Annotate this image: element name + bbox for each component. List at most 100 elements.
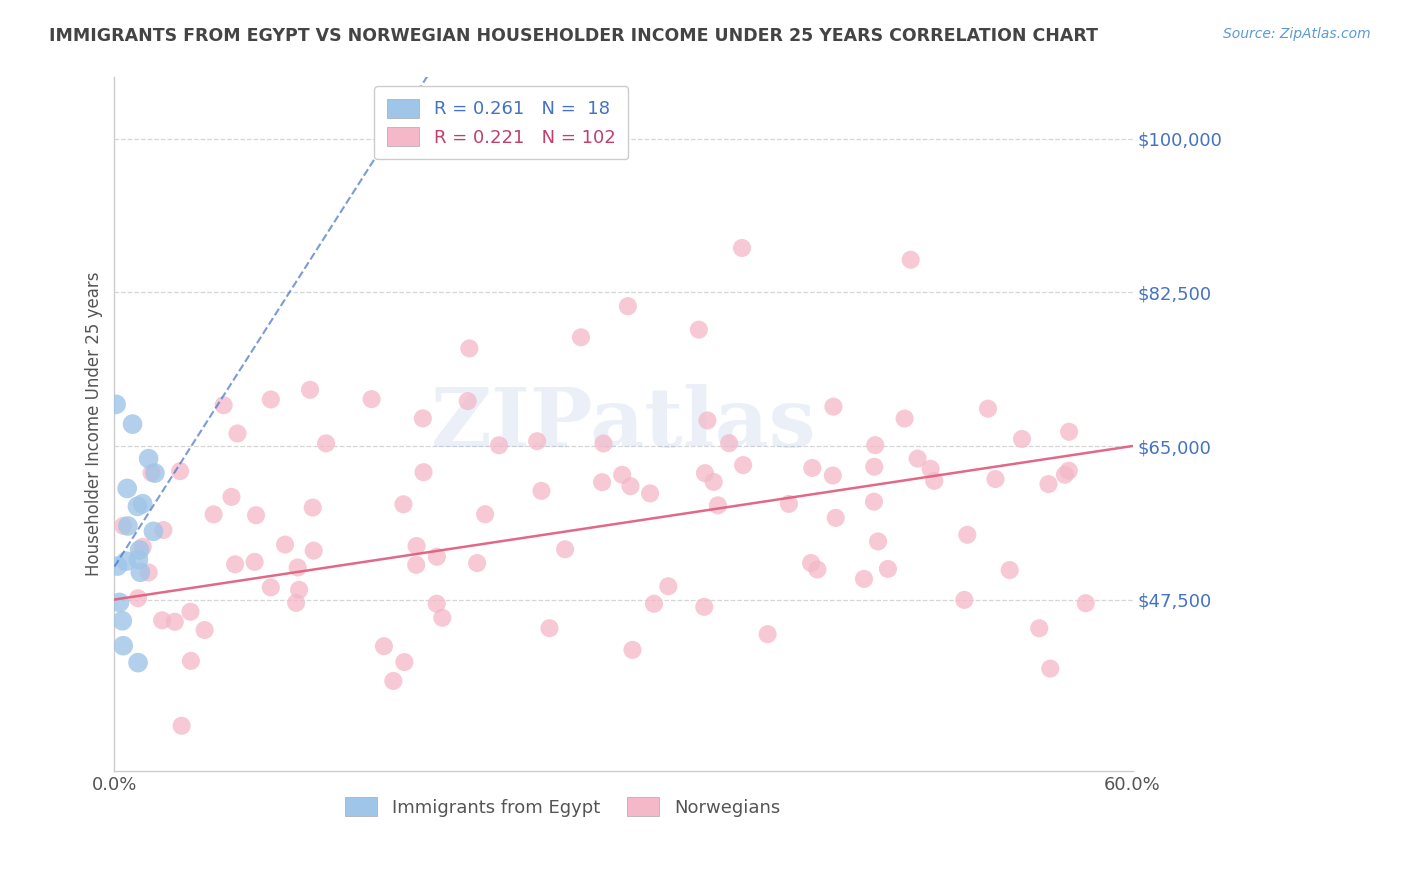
Point (202, 508, 225, 522)
Point (554, 542, 576, 557)
Point (922, 474, 945, 488)
Point (245, 508, 267, 523)
Point (778, 497, 800, 511)
Point (474, 508, 496, 522)
Point (392, 497, 415, 511)
Point (138, 566, 160, 580)
Point (127, 591, 149, 606)
Point (432, 611, 454, 625)
Point (382, 673, 405, 688)
Point (1057, 425, 1080, 439)
Point (117, 519, 139, 533)
Point (592, 436, 614, 450)
Point (394, 655, 416, 669)
Point (412, 411, 434, 425)
Point (194, 623, 217, 637)
Point (129, 566, 152, 580)
Point (315, 436, 337, 450)
Point (998, 563, 1021, 577)
Point (824, 511, 846, 525)
Point (731, 241, 754, 255)
Point (260, 392, 283, 407)
Point (127, 656, 149, 670)
Text: Source: ZipAtlas.com: Source: ZipAtlas.com (1223, 27, 1371, 41)
Point (863, 459, 886, 474)
Point (405, 558, 427, 572)
Point (538, 621, 561, 635)
Point (907, 451, 929, 466)
Point (301, 500, 323, 515)
Point (299, 383, 322, 397)
Point (128, 543, 150, 558)
Point (287, 560, 309, 574)
Point (112, 639, 135, 653)
Point (718, 436, 741, 450)
Point (984, 472, 1007, 486)
Point (696, 413, 718, 427)
Point (868, 534, 890, 549)
Point (457, 394, 479, 409)
Point (260, 581, 283, 595)
Point (108, 595, 131, 609)
Point (1039, 662, 1062, 676)
Point (591, 475, 613, 490)
Point (212, 398, 235, 412)
Point (863, 494, 886, 508)
Point (733, 458, 755, 472)
Point (107, 559, 129, 574)
Point (1074, 596, 1097, 610)
Point (111, 614, 134, 628)
Point (105, 397, 128, 411)
Point (121, 417, 143, 431)
Point (619, 479, 641, 493)
Point (800, 556, 823, 570)
Point (657, 579, 679, 593)
Point (169, 464, 191, 478)
Point (852, 572, 875, 586)
Point (612, 467, 634, 482)
Point (132, 540, 155, 554)
Point (530, 483, 553, 498)
Point (115, 482, 138, 496)
Point (756, 627, 779, 641)
Point (127, 552, 149, 566)
Point (405, 539, 427, 553)
Point (863, 438, 886, 452)
Point (821, 468, 844, 483)
Point (1028, 621, 1050, 635)
Point (877, 562, 900, 576)
Point (458, 342, 481, 356)
Point (426, 549, 449, 564)
Point (893, 411, 915, 425)
Point (221, 490, 243, 504)
Point (1057, 464, 1080, 478)
Point (1038, 477, 1060, 491)
Point (621, 643, 644, 657)
Point (288, 582, 311, 597)
Text: IMMIGRANTS FROM EGYPT VS NORWEGIAN HOUSEHOLDER INCOME UNDER 25 YEARS CORRELATION: IMMIGRANTS FROM EGYPT VS NORWEGIAN HOUSE… (49, 27, 1098, 45)
Point (170, 719, 193, 733)
Point (465, 556, 488, 570)
Point (142, 524, 165, 539)
Point (426, 597, 449, 611)
Point (138, 451, 160, 466)
Point (224, 558, 246, 572)
Point (112, 519, 135, 533)
Point (360, 392, 382, 406)
Point (412, 465, 434, 479)
Point (920, 462, 942, 476)
Point (285, 596, 308, 610)
Point (707, 499, 730, 513)
Point (131, 497, 153, 511)
Point (1011, 432, 1033, 446)
Point (703, 475, 725, 489)
Point (1053, 467, 1076, 482)
Point (143, 466, 166, 480)
Point (180, 654, 202, 668)
Point (823, 400, 845, 414)
Point (801, 461, 824, 475)
Point (274, 538, 297, 552)
Point (688, 323, 710, 337)
Y-axis label: Householder Income Under 25 years: Householder Income Under 25 years (86, 272, 103, 576)
Point (302, 543, 325, 558)
